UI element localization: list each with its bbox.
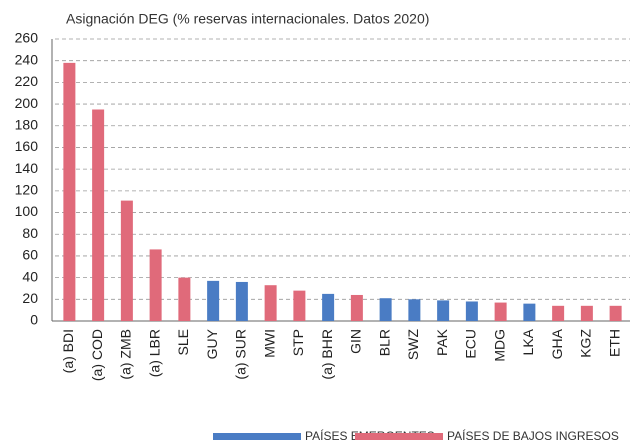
bar	[207, 280, 220, 321]
x-tick-label: (a) ZMB	[118, 329, 134, 380]
x-tick-label: KGZ	[578, 329, 594, 358]
bar	[609, 305, 622, 321]
y-tick-label: 100	[15, 203, 39, 219]
y-tick-label: 180	[15, 116, 39, 132]
x-tick-label: (a) BDI	[60, 329, 76, 373]
y-tick-label: 40	[22, 268, 38, 284]
bar	[437, 300, 450, 321]
y-tick-label: 240	[15, 51, 39, 67]
bar	[580, 305, 593, 321]
x-tick-label: ETH	[606, 329, 622, 357]
y-tick-label: 140	[15, 160, 39, 176]
y-tick-label: 60	[22, 247, 38, 263]
legend-text: PAÍSES DE BAJOS INGRESOS	[447, 428, 619, 443]
x-tick-label: (a) SUR	[233, 329, 249, 380]
bar	[149, 249, 162, 321]
bar	[552, 305, 565, 321]
x-tick-label: GIN	[348, 329, 364, 354]
x-tick-label: SLE	[175, 329, 191, 355]
x-tick-label: MWI	[261, 329, 277, 358]
x-tick-label: BLR	[376, 329, 392, 356]
x-tick-label: STP	[290, 329, 306, 356]
bar	[178, 277, 191, 321]
bar	[408, 299, 421, 321]
x-tick-label: GUY	[204, 328, 220, 359]
y-tick-label: 120	[15, 182, 39, 198]
y-tick-label: 0	[30, 312, 38, 328]
bar	[350, 294, 363, 321]
chart-title: Asignación DEG (% reservas internacional…	[66, 11, 429, 27]
legend-swatch	[355, 433, 443, 440]
y-tick-label: 160	[15, 138, 39, 154]
x-tick-label: GHA	[549, 328, 565, 359]
x-tick-label: (a) LBR	[146, 329, 162, 377]
x-tick-label: MDG	[491, 329, 507, 362]
y-tick-label: 80	[22, 225, 38, 241]
bar	[235, 281, 248, 321]
legend-swatch	[213, 433, 301, 440]
bar	[465, 301, 478, 321]
bar	[293, 290, 306, 321]
y-tick-label: 20	[22, 290, 38, 306]
bar	[92, 109, 105, 321]
bar	[120, 200, 133, 321]
y-tick-label: 220	[15, 73, 39, 89]
y-tick-label: 200	[15, 95, 39, 111]
bar	[494, 302, 507, 321]
bar	[63, 62, 76, 321]
x-tick-label: ECU	[463, 329, 479, 359]
x-tick-label: (a) COD	[89, 329, 105, 381]
x-tick-label: PAK	[434, 328, 450, 356]
bar	[523, 303, 536, 321]
bar	[379, 298, 392, 321]
bar	[264, 285, 277, 321]
x-tick-label: LKA	[520, 328, 536, 355]
y-tick-label: 260	[15, 30, 39, 46]
x-tick-label: SWZ	[405, 329, 421, 361]
x-tick-label: (a) BHR	[319, 329, 335, 380]
bar	[322, 293, 335, 321]
